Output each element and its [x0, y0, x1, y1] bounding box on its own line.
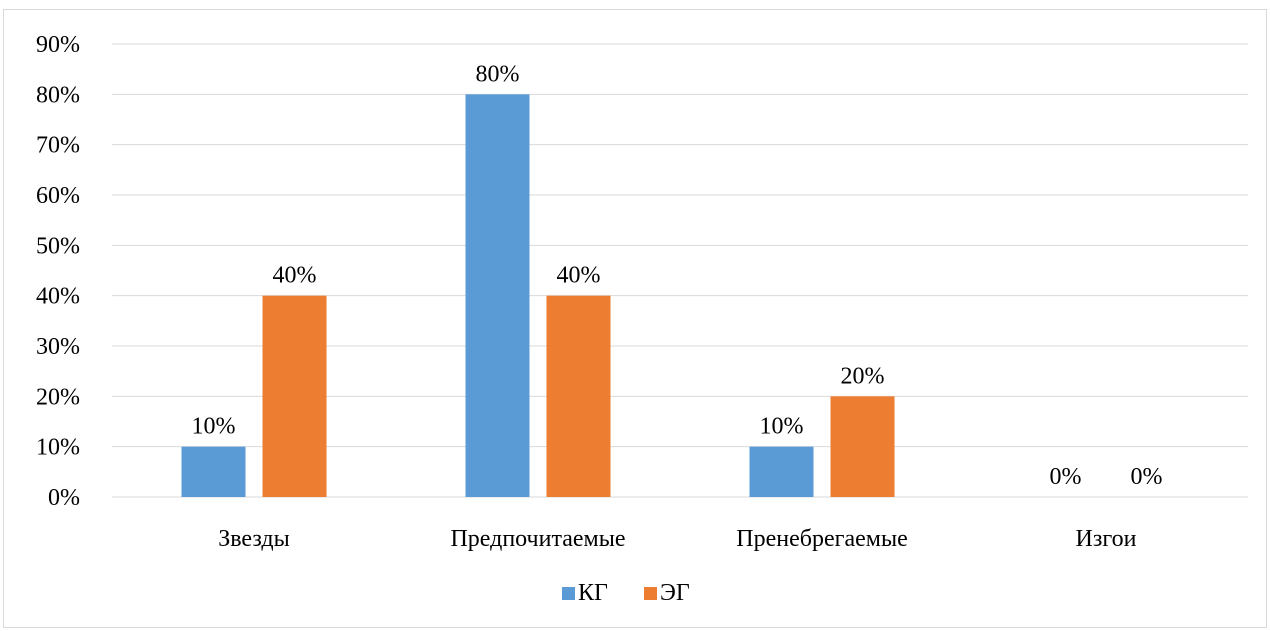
bar-КГ-0	[181, 446, 246, 497]
data-label: 40%	[273, 263, 317, 289]
x-category-label: Звезды	[218, 526, 290, 552]
data-label: 80%	[476, 61, 520, 87]
y-axis-tick-labels: 0% 10% 20% 30% 40% 50% 60% 70% 80% 90%	[36, 32, 80, 511]
y-tick-label: 80%	[36, 82, 80, 108]
data-label: 10%	[760, 414, 804, 440]
y-tick-label: 30%	[36, 334, 80, 360]
y-tick-label: 40%	[36, 284, 80, 310]
x-axis-category-labels: Звезды Предпочитаемые Пренебрегаемые Изгои	[218, 526, 1136, 552]
y-tick-label: 90%	[36, 32, 80, 58]
data-label: 0%	[1131, 464, 1163, 490]
bar-КГ-1	[465, 94, 530, 497]
legend-swatch-КГ	[562, 587, 575, 600]
y-tick-label: 70%	[36, 133, 80, 159]
chart-area	[3, 9, 1267, 628]
legend-label: ЭГ	[660, 580, 690, 606]
bars	[181, 94, 895, 497]
y-tick-label: 10%	[36, 435, 80, 461]
x-category-label: Пренебрегаемые	[736, 526, 907, 552]
bar-КГ-2	[749, 446, 814, 497]
data-labels: 10% 40% 80% 40% 10% 20% 0% 0%	[192, 61, 1163, 490]
bar-ЭГ-0	[262, 295, 327, 497]
y-tick-label: 20%	[36, 384, 80, 410]
legend: КГ ЭГ	[562, 580, 690, 606]
y-tick-label: 50%	[36, 233, 80, 259]
x-category-label: Предпочитаемые	[450, 526, 625, 552]
y-tick-label: 60%	[36, 183, 80, 209]
data-label: 10%	[192, 414, 236, 440]
data-label: 20%	[841, 363, 885, 389]
legend-label: КГ	[578, 580, 608, 606]
data-label: 0%	[1050, 464, 1082, 490]
legend-swatch-ЭГ	[644, 587, 657, 600]
y-tick-label: 0%	[48, 485, 80, 511]
data-label: 40%	[557, 263, 601, 289]
bar-ЭГ-1	[546, 295, 611, 497]
bar-ЭГ-2	[830, 396, 895, 497]
x-category-label: Изгои	[1076, 526, 1137, 552]
